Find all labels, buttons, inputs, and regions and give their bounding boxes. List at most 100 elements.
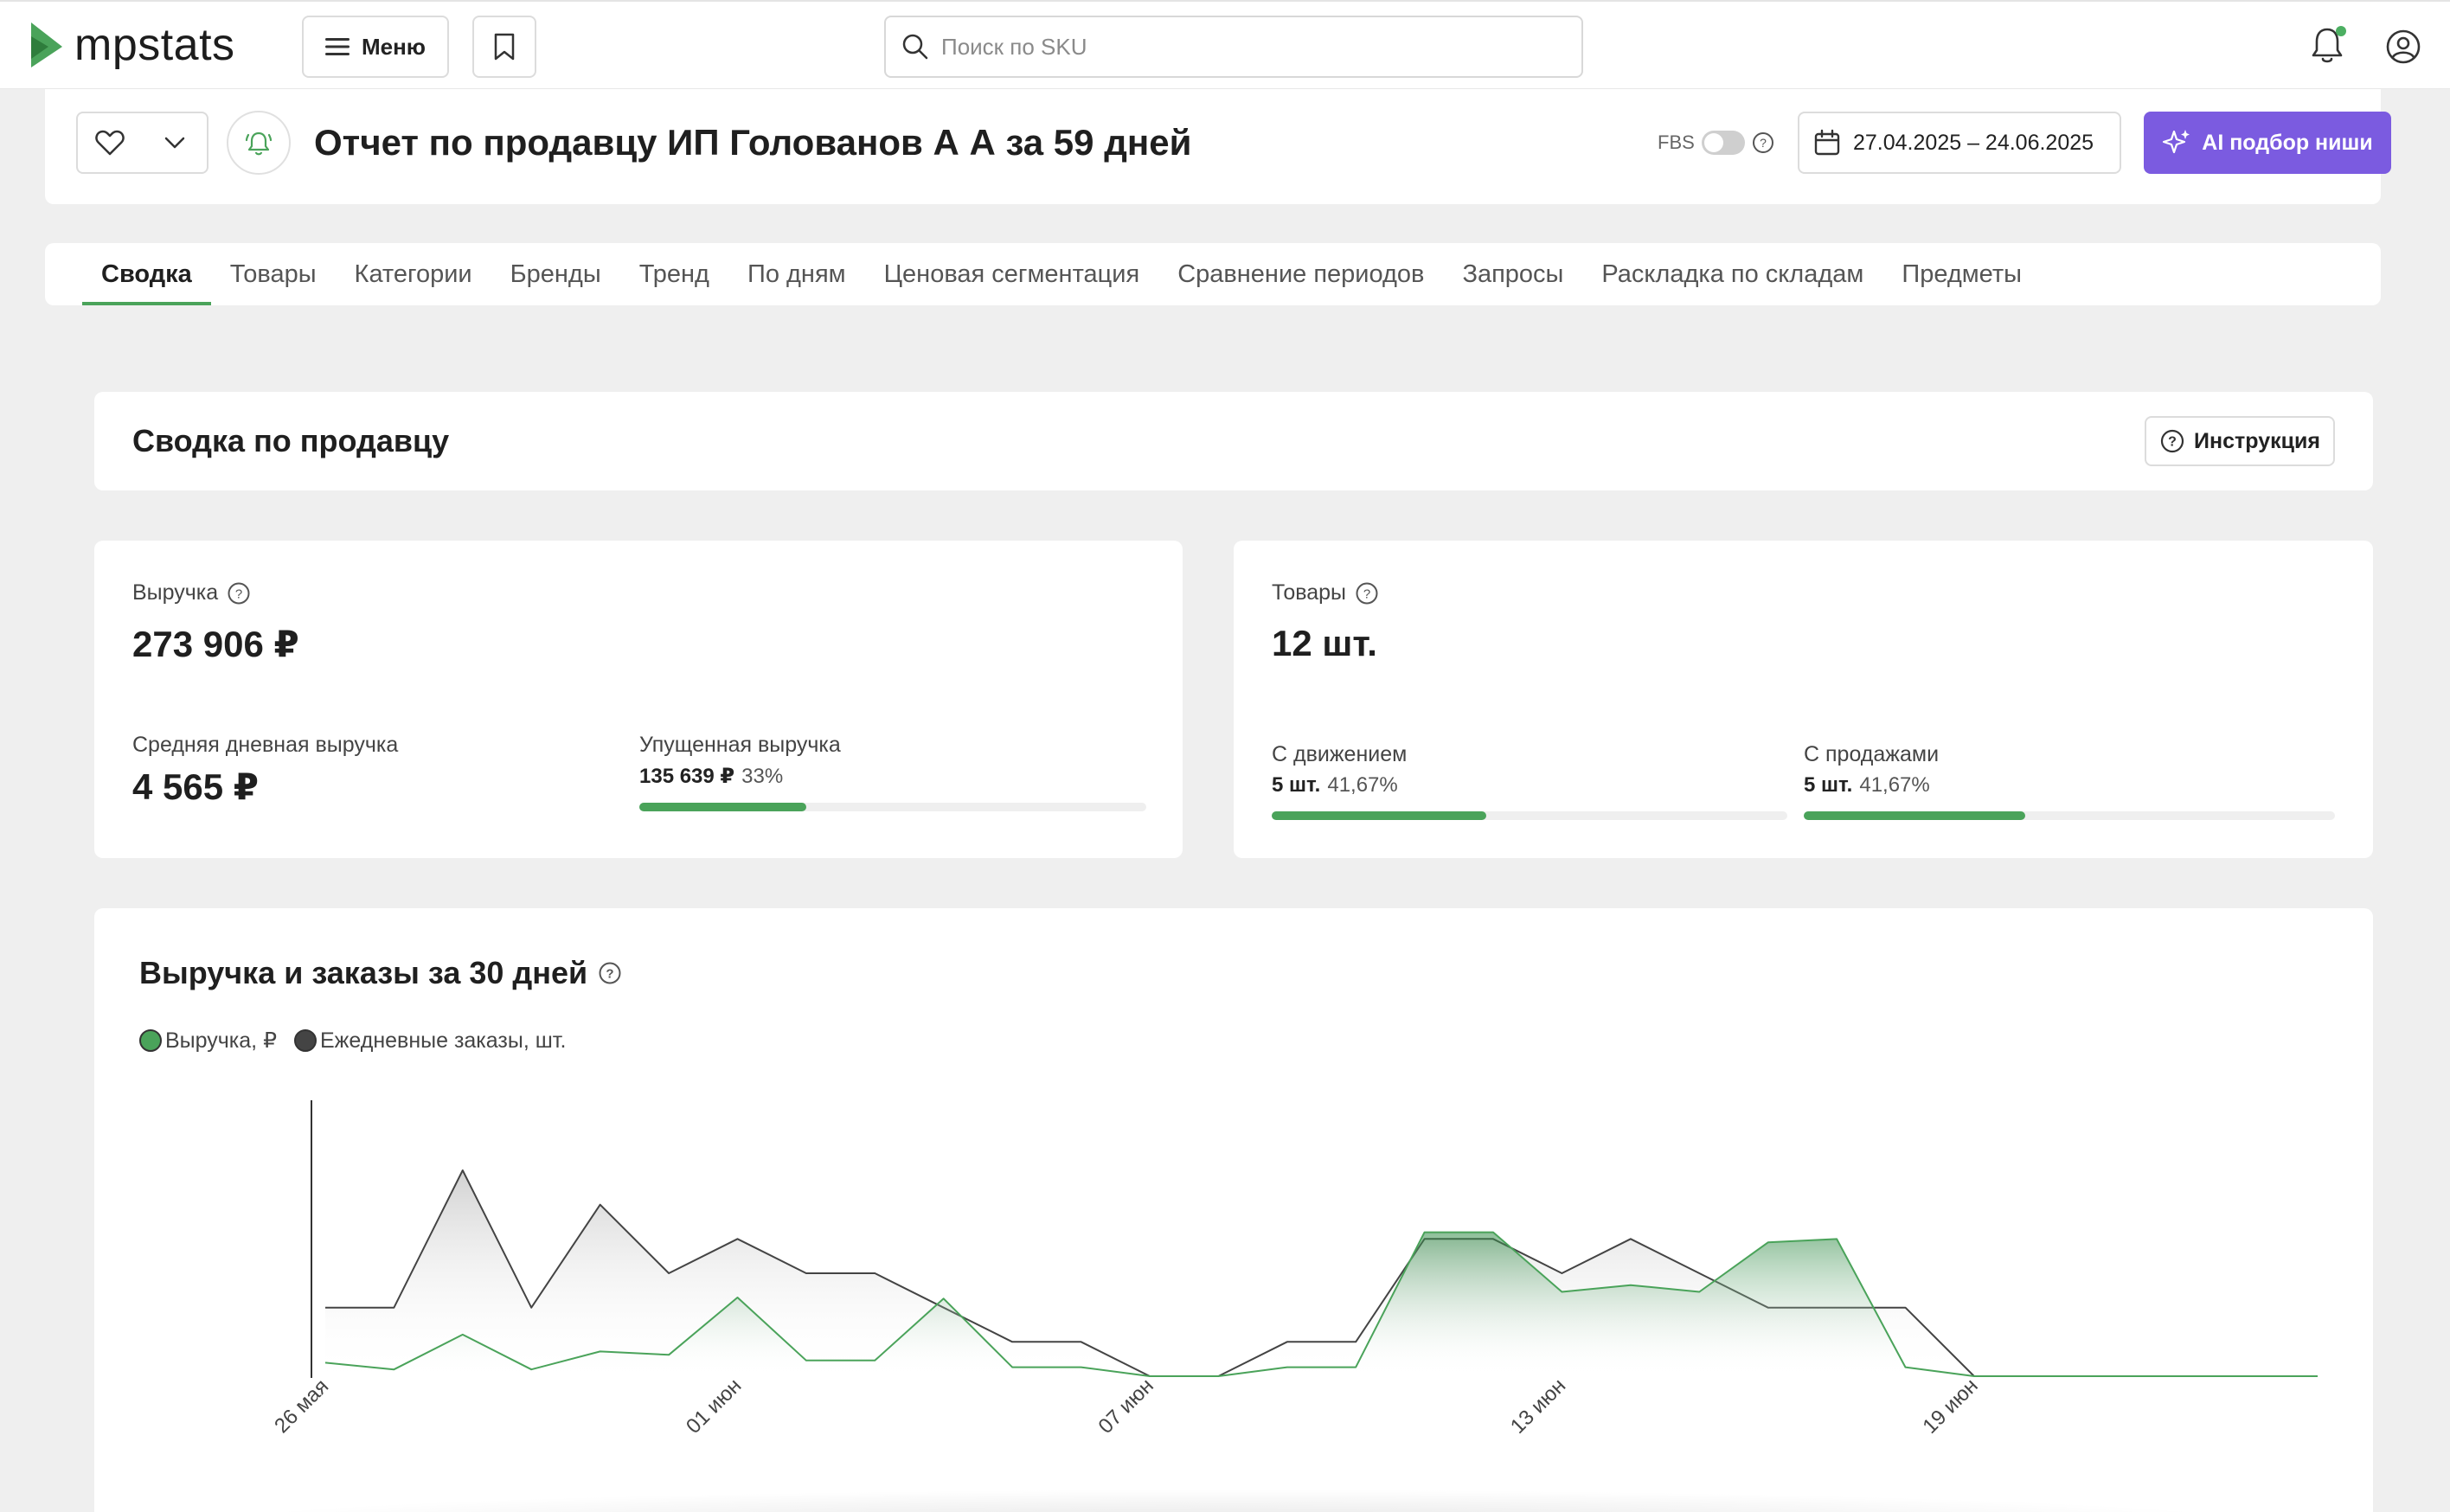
revenue-series-line xyxy=(324,1231,2318,1377)
user-icon xyxy=(2386,29,2421,64)
avg-revenue-value: 4 565 ₽ xyxy=(132,766,259,807)
svg-text:?: ? xyxy=(2168,435,2177,450)
legend-label-orders: Ежедневные заказы, шт. xyxy=(319,1028,567,1053)
ai-niche-button-label: AI подбор ниши xyxy=(2202,130,2373,155)
fbs-toggle[interactable] xyxy=(1701,131,1745,155)
sales-value: 5 шт. xyxy=(1804,773,1853,797)
revenue-value: 273 906 ₽ xyxy=(132,624,299,664)
bookmark-button[interactable] xyxy=(472,16,536,78)
search-input[interactable] xyxy=(941,33,1547,61)
svg-text:?: ? xyxy=(235,586,242,601)
instruction-button[interactable]: ? Инструкция xyxy=(2145,416,2335,466)
help-icon[interactable]: ? xyxy=(1752,131,1774,154)
chart-legend: Выручка, ₽ Ежедневные заказы, шт. xyxy=(139,1028,566,1054)
lost-revenue-bar-fill xyxy=(639,803,807,811)
help-icon[interactable]: ? xyxy=(227,581,251,605)
tab-0[interactable]: Сводка xyxy=(82,243,211,305)
tab-8[interactable]: Запросы xyxy=(1462,259,1564,288)
sales-bar-fill xyxy=(1804,811,2025,820)
legend-dot-revenue xyxy=(139,1029,162,1052)
orders-series-area xyxy=(325,1170,2318,1376)
movement-bar xyxy=(1272,811,1787,820)
lost-revenue-value-group: 135 639 ₽ 33% xyxy=(639,764,783,789)
fbs-toggle-group: FBS ? xyxy=(1658,131,1774,155)
goods-card: Товары ? 12 шт. С движением 5 шт. 41,67% … xyxy=(1234,541,2373,858)
logo[interactable]: mpstats xyxy=(29,21,235,69)
lost-revenue-pct: 33% xyxy=(741,765,784,788)
tab-4[interactable]: Тренд xyxy=(638,259,709,288)
goods-label: Товары xyxy=(1272,580,1346,605)
chart-title: Выручка и заказы за 30 дней xyxy=(139,955,588,990)
tab-5[interactable]: По дням xyxy=(747,259,846,288)
x-tick-label: 26 мая xyxy=(270,1374,333,1438)
svg-text:?: ? xyxy=(606,967,614,982)
tab-9[interactable]: Раскладка по складам xyxy=(1601,259,1864,288)
instruction-button-label: Инструкция xyxy=(2194,428,2320,453)
help-icon[interactable]: ? xyxy=(598,961,622,985)
scrollbar-shadow xyxy=(262,1490,2207,1512)
hamburger-icon xyxy=(324,38,350,55)
goods-value: 12 шт. xyxy=(1272,623,1377,663)
search-icon xyxy=(902,34,928,60)
fbs-label: FBS xyxy=(1658,131,1695,153)
page-title: Отчет по продавцу ИП Голованов А А за 59… xyxy=(314,122,1192,163)
sparkle-icon xyxy=(2163,130,2190,154)
alert-button[interactable] xyxy=(227,111,291,175)
legend-dot-orders xyxy=(293,1029,317,1052)
ai-niche-button[interactable]: AI подбор ниши xyxy=(2144,112,2391,174)
menu-button[interactable]: Меню xyxy=(302,16,449,78)
date-range-picker[interactable]: 27.04.2025 – 24.06.2025 xyxy=(1798,112,2121,174)
favorite-group xyxy=(76,112,208,174)
tab-10[interactable]: Предметы xyxy=(1902,259,2022,288)
chart-title-group: Выручка и заказы за 30 дней ? xyxy=(139,955,622,991)
report-header: Отчет по продавцу ИП Голованов А А за 59… xyxy=(45,89,2391,204)
bell-icon xyxy=(2312,28,2343,63)
notification-dot xyxy=(2336,26,2346,36)
goods-label-group: Товары ? xyxy=(1272,580,1379,605)
favorite-dropdown-button[interactable] xyxy=(143,113,208,172)
search-box[interactable] xyxy=(884,16,1583,78)
lost-revenue-label: Упущенная выручка xyxy=(639,733,841,757)
movement-label: С движением xyxy=(1272,742,1408,766)
x-tick-label: 07 июн xyxy=(1094,1374,1158,1438)
movement-bar-fill xyxy=(1272,811,1487,820)
svg-text:?: ? xyxy=(1363,586,1370,601)
summary-title: Сводка по продавцу xyxy=(132,423,450,458)
summary-header-card: Сводка по продавцу ? Инструкция xyxy=(94,392,2373,490)
help-icon[interactable]: ? xyxy=(1355,581,1379,605)
svg-text:?: ? xyxy=(1760,136,1767,150)
sales-value-group: 5 шт. 41,67% xyxy=(1804,773,1930,798)
revenue-card: Выручка ? 273 906 ₽ Средняя дневная выру… xyxy=(94,541,1183,858)
tab-2[interactable]: Категории xyxy=(354,259,472,288)
movement-pct: 41,67% xyxy=(1327,773,1398,797)
help-icon: ? xyxy=(2160,429,2184,453)
legend-label-revenue: Выручка, ₽ xyxy=(165,1028,277,1053)
movement-value-group: 5 шт. 41,67% xyxy=(1272,773,1398,798)
legend-item-revenue[interactable]: Выручка, ₽ xyxy=(139,1028,277,1054)
logo-text: mpstats xyxy=(74,20,235,70)
revenue-series-area xyxy=(325,1232,2318,1376)
x-tick-label: 01 июн xyxy=(682,1374,746,1438)
tab-1[interactable]: Товары xyxy=(229,259,317,288)
sales-pct: 41,67% xyxy=(1859,773,1930,797)
lost-revenue-bar xyxy=(639,803,1146,811)
sales-label: С продажами xyxy=(1804,742,1940,766)
heart-icon xyxy=(95,130,125,156)
revenue-orders-chart-card: Выручка и заказы за 30 дней ? Выручка, ₽… xyxy=(94,908,2373,1512)
report-tabs: Сводка Товары Категории Бренды Тренд По дням Ц… xyxy=(45,243,2381,305)
tab-7[interactable]: Сравнение периодов xyxy=(1177,259,1425,288)
tab-6[interactable]: Ценовая сегментация xyxy=(883,259,1140,288)
top-bar: mpstats Меню xyxy=(0,0,2450,89)
favorite-button[interactable] xyxy=(78,113,143,172)
date-range-label: 27.04.2025 – 24.06.2025 xyxy=(1853,130,2094,155)
calendar-icon xyxy=(1814,129,1840,156)
tab-3[interactable]: Бренды xyxy=(510,259,601,288)
x-tick-label: 19 июн xyxy=(1918,1374,1982,1438)
notifications-button[interactable] xyxy=(2310,26,2348,67)
alarm-bell-icon xyxy=(245,131,273,156)
menu-button-label: Меню xyxy=(361,33,427,60)
x-tick-label: 13 июн xyxy=(1506,1374,1570,1438)
user-profile-button[interactable] xyxy=(2384,28,2422,66)
chart-plot: 26 мая 01 июн 07 июн 13 июн 19 июн xyxy=(262,1100,2319,1512)
legend-item-orders[interactable]: Ежедневные заказы, шт. xyxy=(293,1028,567,1054)
